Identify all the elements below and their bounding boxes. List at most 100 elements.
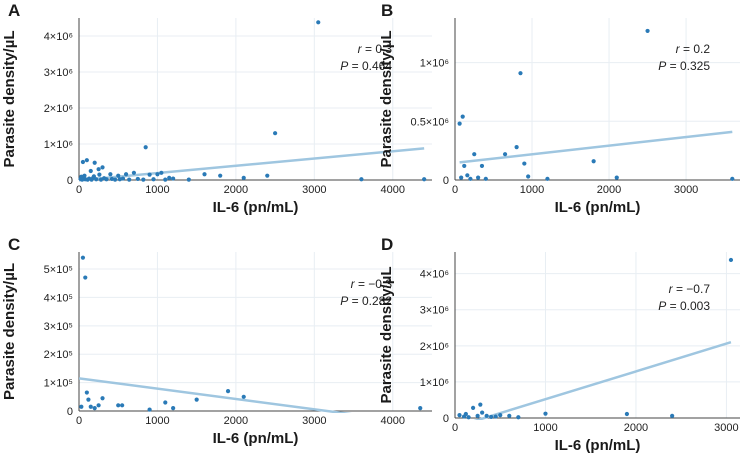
panel-b-y-tick-label-0: 0 — [443, 175, 449, 187]
panel-c-data-point-12 — [194, 397, 199, 402]
panel-a-data-point-41 — [135, 176, 140, 182]
panel-a-p-symbol: P — [340, 59, 348, 73]
panel-d-r-annotation: r = −0.7 — [669, 282, 711, 296]
panel-a-data-point-48 — [91, 174, 97, 179]
panel-a-data-point-12 — [131, 170, 137, 175]
panel-a-data-point-17 — [171, 176, 176, 181]
panel-a-data-point-9 — [108, 172, 113, 177]
panel-b-r-value: = 0.2 — [680, 42, 711, 56]
panel-c-p-symbol: P — [340, 294, 348, 308]
panel-a-data-point-10 — [116, 173, 121, 178]
panel-b-data-point-17 — [459, 175, 464, 180]
panel-c-data-point-10 — [163, 400, 168, 405]
panel-a-x-axis-title: IL-6 (pn/mL) — [213, 199, 299, 216]
panel-a: 0 1000 2000 3000 4000 0 1×10⁶ 2×10⁶ 3×10⁶ 4×10⁶ A I… — [1, 1, 432, 216]
panel-b-data-point-3 — [457, 121, 462, 126]
panel-a-data-point-23 — [422, 177, 427, 182]
panel-a-data-point-1 — [273, 131, 278, 136]
panel-a-r-value: = 0.3 — [362, 42, 393, 56]
panel-c-data-point-13 — [225, 389, 231, 394]
panel-d-data-point-11 — [516, 415, 521, 420]
panel-b-data-point-7 — [502, 152, 508, 157]
panel-a-data-point-14 — [155, 172, 160, 177]
panel-b-r-symbol: r — [676, 42, 681, 56]
panel-a-x-tick-label-3: 3000 — [302, 184, 326, 196]
panel-b-y-tick-label-2: 1×10⁶ — [420, 58, 449, 70]
panel-d-data-point-13 — [624, 411, 630, 417]
panel-d-x-tick-label-0: 0 — [452, 422, 458, 434]
panel-c-data-point-9 — [147, 407, 152, 412]
panel-d-data-point-4 — [470, 405, 476, 410]
panel-c-r-value: = −0.3 — [355, 277, 393, 291]
panel-d-y-tick-label-0: 0 — [443, 413, 449, 425]
panel-a-data-point-11 — [123, 172, 129, 177]
panel-b-y-axis-title: Parasite density/µL — [378, 30, 395, 167]
panel-c-data-point-15 — [418, 406, 423, 411]
panel-c-p-annotation: P = 0.282 — [340, 294, 392, 308]
panel-a-data-point-37 — [112, 177, 118, 182]
panel-b-data-point-5 — [476, 175, 481, 180]
panel-c-data-point-8 — [120, 403, 125, 408]
panel-a-letter: A — [8, 1, 20, 20]
panel-a-data-point-43 — [151, 177, 156, 182]
panel-a-x-tick-label-1: 1000 — [145, 184, 169, 196]
panel-c-data-point-1 — [83, 275, 88, 280]
panel-b-letter: B — [381, 1, 393, 20]
panel-c-x-tick-label-2: 2000 — [224, 415, 248, 427]
panel-d-data-point-8 — [489, 414, 494, 420]
panel-d-y-axis-title: Parasite density/µL — [378, 266, 395, 403]
panel-d-data-point-16 — [475, 413, 480, 418]
panel-c-x-tick-label-3: 3000 — [302, 415, 326, 427]
panel-c-data-point-17 — [96, 403, 101, 408]
panel-b-data-point-9 — [522, 161, 527, 166]
panel-a-data-point-15 — [159, 170, 164, 175]
panel-a-r-annotation: r = 0.3 — [358, 42, 393, 56]
panel-b-data-point-0 — [645, 28, 650, 34]
panel-c-x-tick-label-0: 0 — [76, 415, 82, 427]
panel-a-data-point-20 — [241, 175, 246, 180]
panel-c-y-tick-label-3: 3×10⁵ — [44, 321, 73, 333]
panel-c: 0 1000 2000 3000 4000 0 1×10⁵ 2×10⁵ 3×10⁵ 4×10⁵ 5×… — [1, 235, 432, 447]
panel-c-r-symbol: r — [351, 277, 356, 291]
panel-b-x-tick-label-3: 3000 — [674, 184, 698, 196]
panel-b-x-tick-label-1: 1000 — [520, 184, 544, 196]
panel-c-y-tick-label-5: 5×10⁵ — [44, 264, 73, 276]
panel-b-data-point-16 — [465, 173, 470, 178]
panel-a-data-point-47 — [82, 173, 87, 178]
panel-a-y-tick-label-0: 0 — [67, 175, 73, 187]
panel-b-p-symbol: P — [658, 59, 666, 73]
panel-d-data-point-10 — [507, 413, 512, 418]
panel-b-x-axis-title: IL-6 (pn/mL) — [555, 199, 641, 216]
panel-a-y-tick-label-2: 2×10⁶ — [44, 103, 73, 115]
panel-a-x-tick-label-2: 2000 — [224, 184, 248, 196]
panel-c-data-point-0 — [80, 255, 86, 260]
panel-c-y-tick-label-1: 1×10⁵ — [44, 378, 73, 390]
panel-a-data-point-42 — [141, 177, 146, 182]
panel-a-r-symbol: r — [358, 42, 363, 56]
panel-d-p-annotation: P = 0.003 — [658, 299, 710, 313]
panel-b-data-point-1 — [518, 71, 523, 76]
panel-d-y-tick-label-2: 2×10⁶ — [420, 341, 449, 353]
panel-a-data-point-44 — [163, 177, 168, 182]
panel-c-data-point-11 — [171, 406, 176, 411]
panel-a-data-point-13 — [147, 172, 152, 177]
panel-d-fit-line — [473, 341, 732, 420]
panel-a-data-point-2 — [143, 145, 148, 150]
panel-b-p-annotation: P = 0.325 — [658, 59, 710, 73]
panel-a-data-point-18 — [202, 172, 207, 177]
panel-a-x-tick-label-4: 4000 — [381, 184, 405, 196]
panel-b-r-annotation: r = 0.2 — [676, 42, 711, 56]
panel-d-y-tick-label-1: 1×10⁶ — [420, 377, 449, 389]
panel-a-y-tick-label-1: 1×10⁶ — [44, 139, 73, 151]
panel-d-data-point-1 — [457, 413, 462, 418]
panel-a-data-point-16 — [167, 175, 172, 180]
panel-b-data-point-19 — [483, 176, 488, 181]
panel-d-data-point-14 — [670, 413, 675, 418]
panel-a-y-axis-title: Parasite density/µL — [1, 30, 18, 167]
panel-c-data-point-7 — [116, 403, 121, 408]
panel-b-data-point-14 — [730, 176, 735, 181]
panel-d-data-point-3 — [466, 415, 471, 420]
panel-c-data-point-16 — [86, 397, 91, 402]
panel-a-data-point-38 — [117, 177, 122, 182]
panel-c-x-tick-label-1: 1000 — [145, 415, 169, 427]
